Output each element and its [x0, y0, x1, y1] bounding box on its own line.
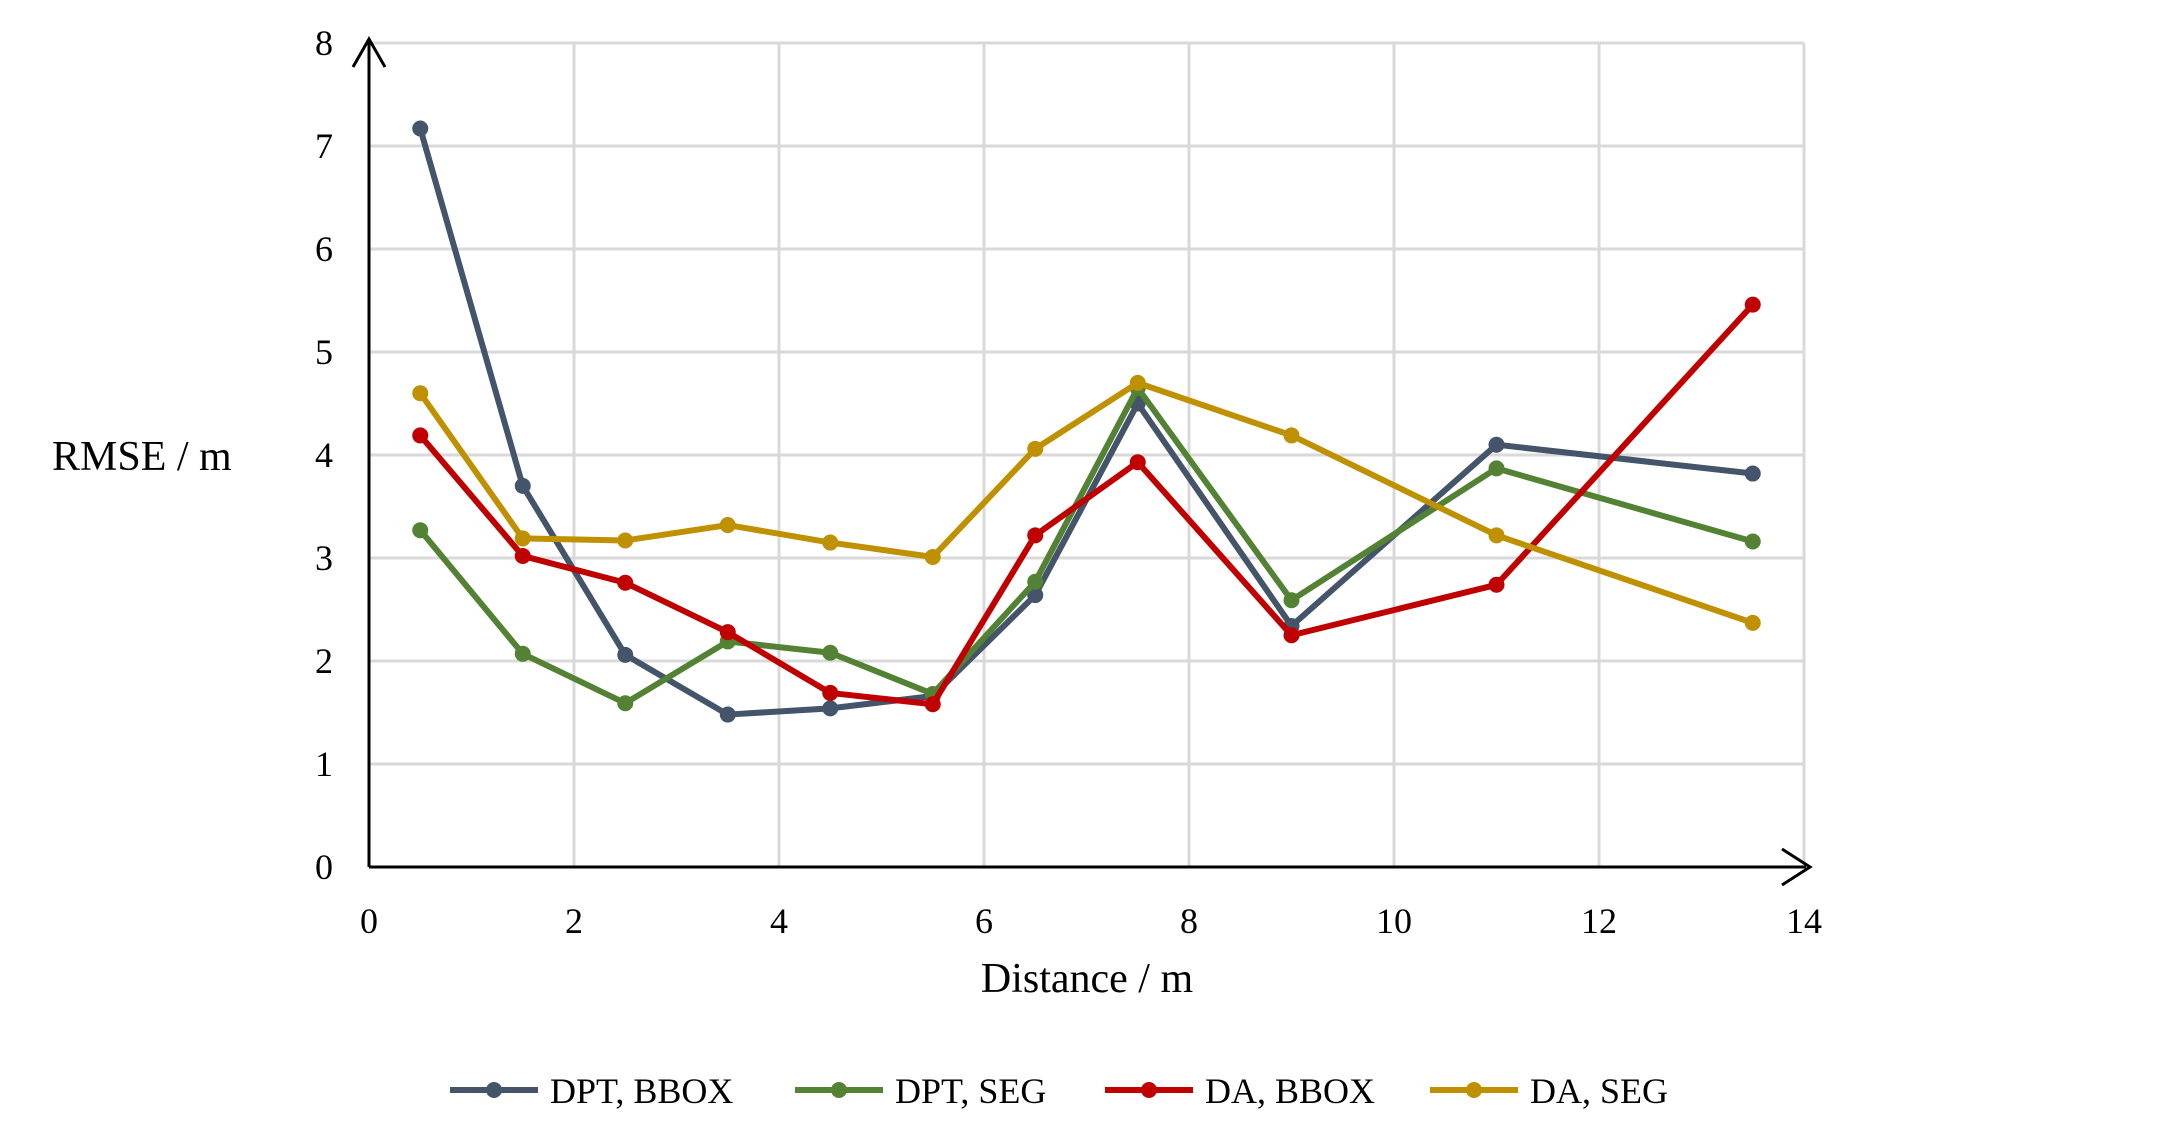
legend-label: DA, BBOX	[1205, 1071, 1375, 1111]
data-point	[1129, 454, 1146, 471]
data-point	[1488, 576, 1505, 593]
data-point	[514, 477, 531, 494]
legend-item: DA, SEG	[1430, 1071, 1668, 1111]
data-point	[822, 684, 839, 701]
data-point	[822, 644, 839, 661]
data-point	[822, 534, 839, 551]
x-axis-title: Distance / m	[981, 956, 1194, 1002]
legend: DPT, BBOX DPT, SEG DA, BBOX DA, SEG	[450, 1071, 1668, 1111]
y-tick-label: 0	[315, 847, 333, 887]
x-axis-arrow	[1781, 847, 1813, 887]
data-point	[1744, 533, 1761, 550]
data-point	[617, 646, 634, 663]
data-point	[822, 700, 839, 717]
data-point	[412, 385, 429, 402]
data-point	[514, 547, 531, 564]
x-tick-label: 0	[360, 901, 378, 941]
y-tick-label: 6	[315, 229, 333, 269]
data-point	[1027, 587, 1044, 604]
legend-item: DA, BBOX	[1105, 1071, 1375, 1111]
data-point	[412, 427, 429, 444]
x-tick-label: 10	[1376, 901, 1412, 941]
legend-swatch-marker	[831, 1082, 847, 1098]
series-group	[412, 120, 1761, 723]
y-tick-label: 4	[315, 435, 333, 475]
y-axis-title: RMSE / m	[52, 434, 232, 480]
data-point	[1283, 427, 1300, 444]
data-point	[514, 645, 531, 662]
data-point	[412, 522, 429, 539]
y-tick-label: 1	[315, 744, 333, 784]
data-point	[1027, 573, 1044, 590]
legend-item: DPT, BBOX	[450, 1071, 733, 1111]
legend-item: DPT, SEG	[795, 1071, 1046, 1111]
data-point	[1488, 436, 1505, 453]
data-point	[1129, 374, 1146, 391]
x-tick-label: 14	[1786, 901, 1822, 941]
data-point	[617, 574, 634, 591]
y-axis-arrow	[351, 35, 387, 68]
x-tick-label: 12	[1581, 901, 1617, 941]
data-point	[617, 695, 634, 712]
series-layer	[412, 120, 1761, 723]
y-tick-label: 8	[315, 23, 333, 63]
data-point	[514, 530, 531, 547]
data-point	[924, 696, 941, 713]
series-group	[412, 296, 1761, 713]
axes	[351, 35, 1813, 887]
legend-label: DPT, BBOX	[550, 1071, 733, 1111]
data-point	[1744, 614, 1761, 631]
series-line	[417, 125, 1756, 718]
y-tick-label: 5	[315, 332, 333, 372]
y-tick-label: 2	[315, 641, 333, 681]
x-tick-label: 2	[565, 901, 583, 941]
legend-swatch-marker	[1141, 1082, 1157, 1098]
data-point	[1488, 460, 1505, 477]
data-point	[617, 532, 634, 549]
data-point	[924, 548, 941, 565]
data-point	[1744, 296, 1761, 313]
data-point	[719, 517, 736, 534]
data-point	[1027, 440, 1044, 457]
data-point	[1283, 627, 1300, 644]
data-point	[1744, 465, 1761, 482]
legend-swatch-marker	[1466, 1082, 1482, 1098]
data-point	[1283, 592, 1300, 609]
legend-label: DA, SEG	[1530, 1071, 1668, 1111]
series-group	[412, 374, 1761, 631]
data-point	[719, 624, 736, 641]
data-point	[719, 706, 736, 723]
y-tick-label: 3	[315, 538, 333, 578]
y-tick-label: 7	[315, 126, 333, 166]
x-tick-label: 4	[770, 901, 788, 941]
data-point	[1488, 527, 1505, 544]
data-point	[412, 120, 429, 137]
x-tick-label: 6	[975, 901, 993, 941]
data-point	[1027, 527, 1044, 544]
legend-label: DPT, SEG	[895, 1071, 1046, 1111]
legend-swatch-marker	[486, 1082, 502, 1098]
x-tick-label: 8	[1180, 901, 1198, 941]
